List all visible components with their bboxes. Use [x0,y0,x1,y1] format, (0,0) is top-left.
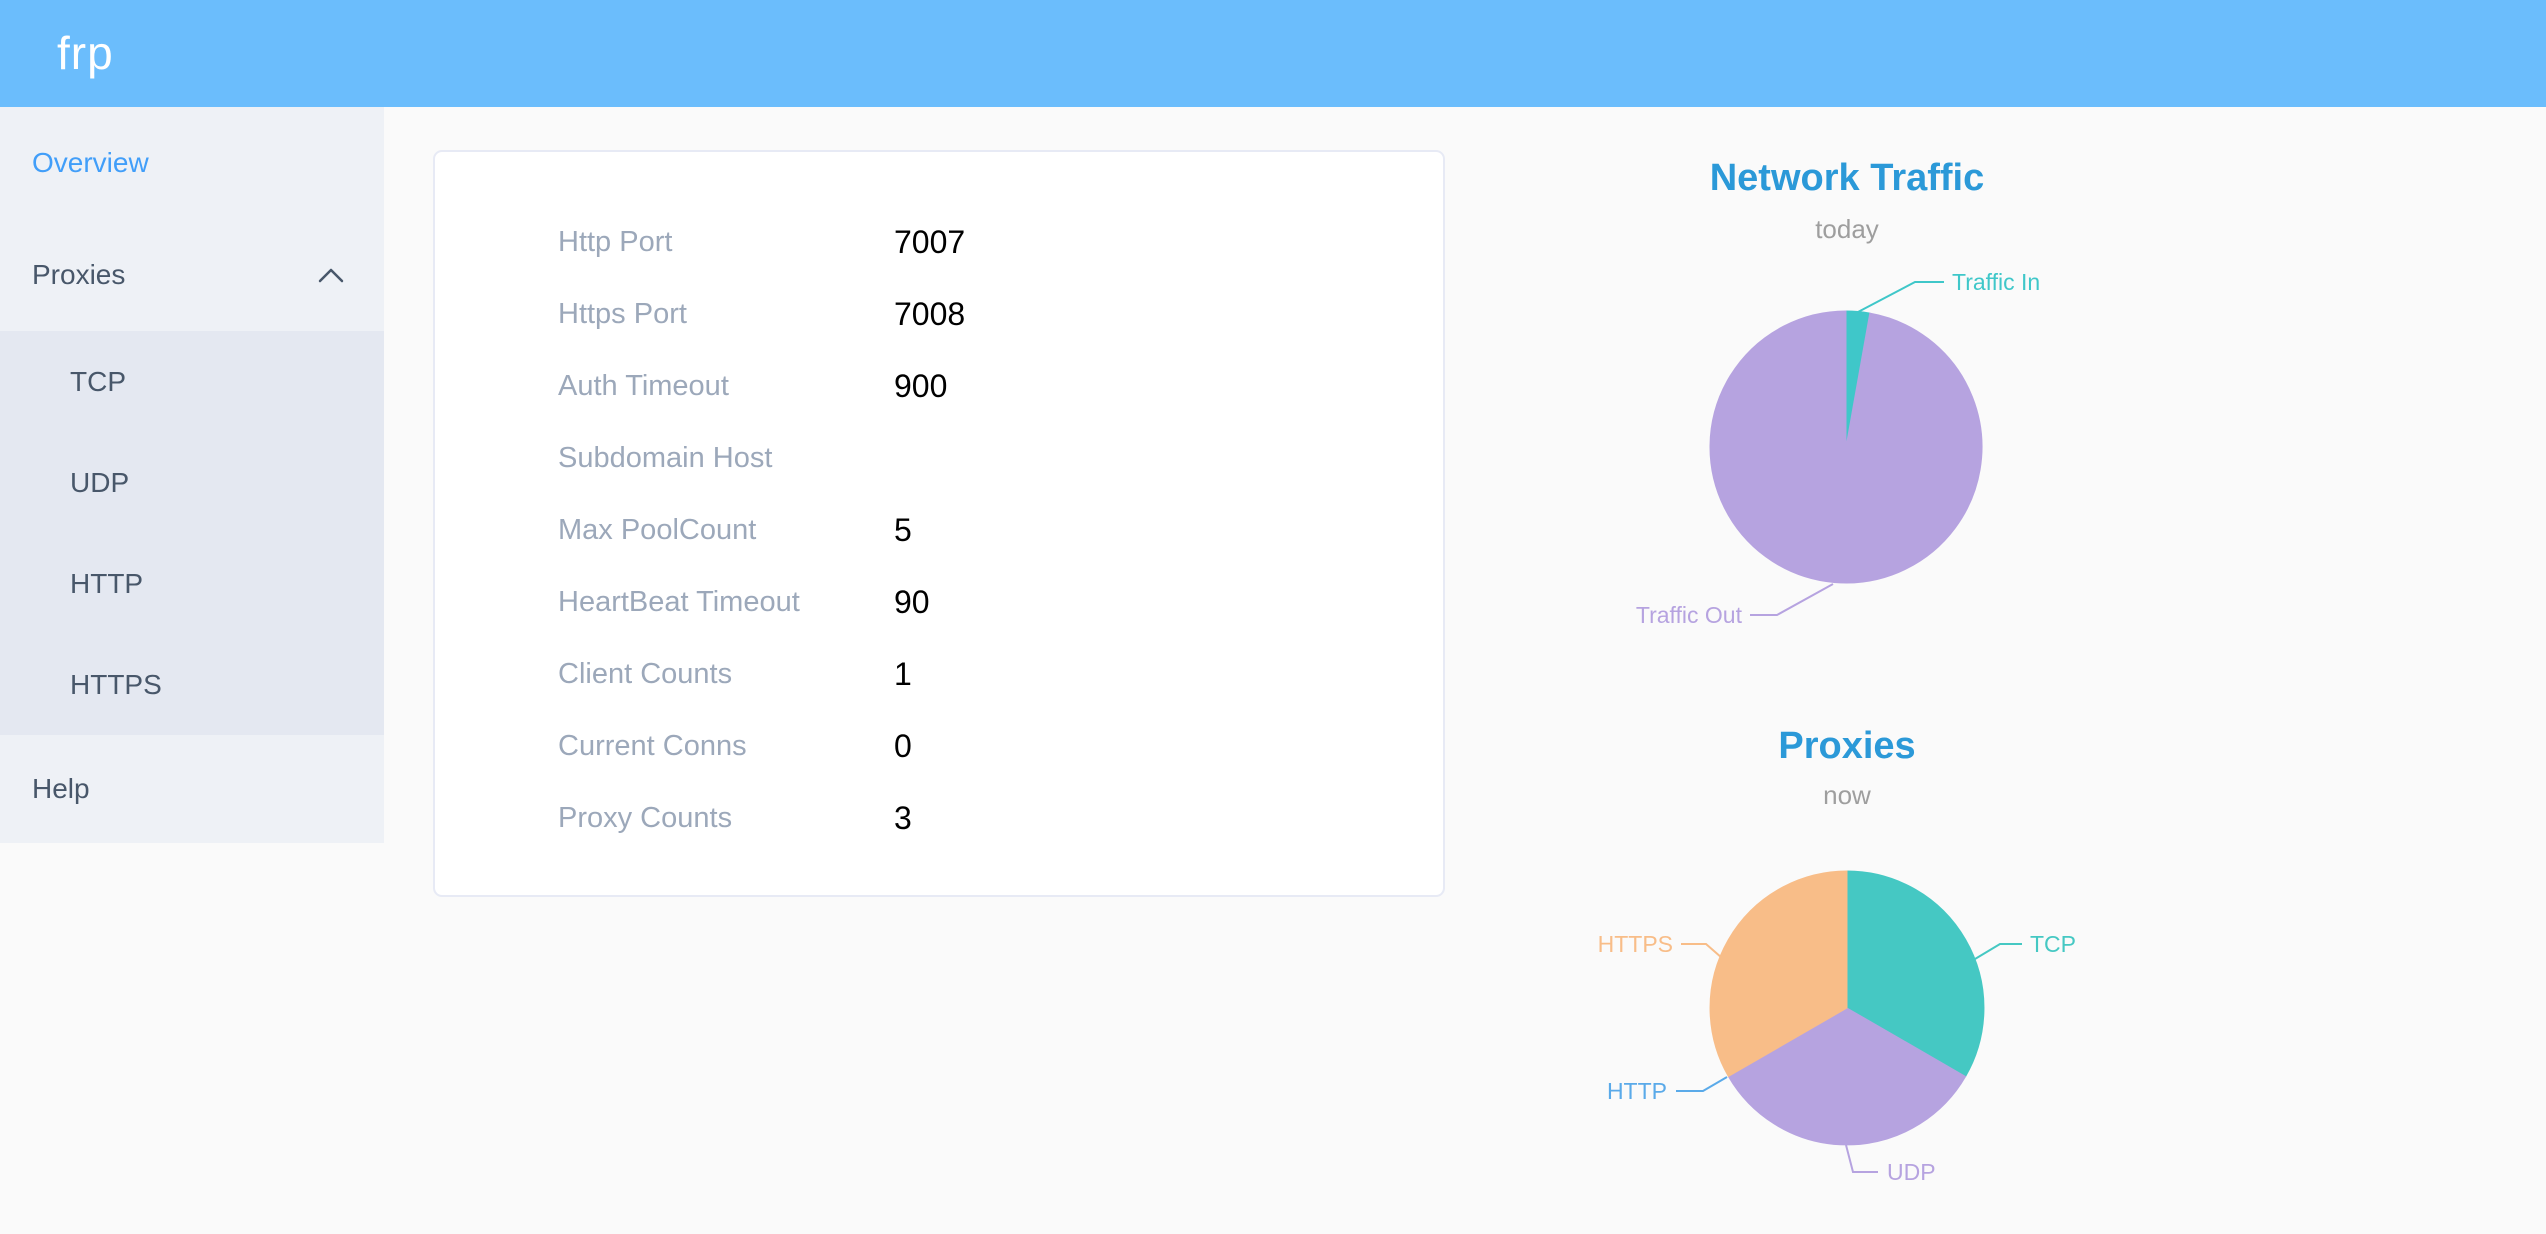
info-value: 90 [894,583,930,620]
https-label: HTTPS [1598,931,1673,957]
chevron-up-icon [318,268,344,283]
info-row-heartbeat-timeout: HeartBeat Timeout 90 [435,566,1443,638]
proxies-chart-title: Proxies [1778,725,1915,767]
info-label: Current Conns [558,729,747,762]
sidebar-item-label: HTTP [70,567,144,599]
traffic-out-leader-line [1750,583,1834,616]
info-row-max-poolcount: Max PoolCount 5 [435,494,1443,566]
info-label: Auth Timeout [558,369,729,402]
network-traffic-pie [1709,310,1983,584]
info-value: 900 [894,367,948,404]
proxies-pie [1709,870,1985,1146]
info-row-client-counts: Client Counts 1 [435,638,1443,710]
http-leader-line [1676,1076,1728,1092]
network-traffic-subtitle: today [1815,214,1879,244]
server-info-card: Http Port 7007 Https Port 7008 Auth Time… [433,150,1445,897]
info-value: 7007 [894,223,966,260]
app-logo: frp [57,27,114,79]
info-row-subdomain-host: Subdomain Host [435,422,1443,494]
sidebar-item-label: Overview [32,147,149,178]
traffic-in-label: Traffic In [1952,269,2040,295]
https-leader-line [1681,943,1731,966]
info-row-auth-timeout: Auth Timeout 900 [435,350,1443,422]
tcp-label: TCP [2030,931,2076,957]
info-row-http-port: Http Port 7007 [435,206,1443,278]
sidebar-item-label: Proxies [32,259,126,290]
sidebar-item-label: TCP [70,365,126,397]
info-label: HeartBeat Timeout [558,585,800,618]
sidebar-item-label: Help [32,773,90,804]
info-label: Proxy Counts [558,801,733,834]
sidebar-item-udp[interactable]: UDP [0,432,384,533]
traffic-in-leader-line [1857,281,1944,313]
traffic-out-label: Traffic Out [1636,602,1743,628]
sidebar: Overview Proxies TCP UDP HTTP HTTPS Help [0,107,384,843]
sidebar-item-proxies[interactable]: Proxies [0,219,384,331]
sidebar-item-http[interactable]: HTTP [0,533,384,634]
info-value: 3 [894,799,912,836]
info-label: Max PoolCount [558,513,757,546]
info-value: 1 [894,655,912,692]
app-header: frp [0,0,2546,107]
sidebar-item-tcp[interactable]: TCP [0,331,384,432]
info-value: 0 [894,727,912,764]
info-label: Client Counts [558,657,733,690]
proxies-chart-subtitle: now [1823,780,1871,810]
sidebar-item-overview[interactable]: Overview [0,107,384,219]
info-label: Http Port [558,225,673,258]
info-row-proxy-counts: Proxy Counts 3 [435,782,1443,854]
info-label: Https Port [558,297,687,330]
info-row-current-conns: Current Conns 0 [435,710,1443,782]
sidebar-item-help[interactable]: Help [0,735,384,843]
info-value: 5 [894,511,912,548]
sidebar-item-label: UDP [70,466,130,498]
udp-leader-line [1845,1144,1878,1173]
http-label: HTTP [1607,1078,1667,1104]
pie-slice-https [1709,870,1848,1078]
charts-panel: Network Traffic today Traffic In Traffic… [1598,157,2076,1185]
info-label: Subdomain Host [558,441,773,474]
sidebar-item-label: HTTPS [70,668,162,700]
pie-slice-tcp [1846,870,1985,1078]
info-row-https-port: Https Port 7008 [435,278,1443,350]
pie-slice-traffic-out [1709,310,1983,584]
sidebar-submenu: TCP UDP HTTP HTTPS [0,331,384,735]
udp-label: UDP [1887,1159,1936,1185]
info-value: 7008 [894,295,966,332]
tcp-leader-line [1969,943,2022,963]
network-traffic-title: Network Traffic [1710,157,1985,199]
sidebar-item-https[interactable]: HTTPS [0,634,384,735]
